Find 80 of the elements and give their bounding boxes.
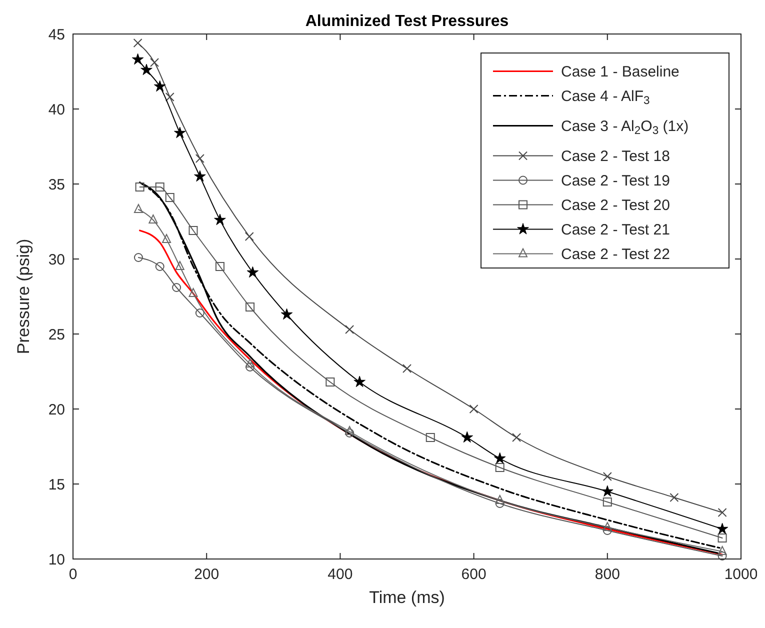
y-tick-label: 10 [48,551,65,568]
point [601,485,614,497]
point [280,308,293,320]
y-tick-label: 30 [48,251,65,268]
point [495,463,504,472]
point [246,358,255,368]
point [461,431,474,443]
point [154,80,166,92]
point [494,452,506,464]
point [718,508,727,517]
point [670,493,679,502]
point [246,302,255,312]
point [718,534,727,542]
point [175,261,184,270]
x-tick-label: 1000 [724,566,758,583]
point [246,362,255,372]
point [512,433,522,442]
x-tick-label: 800 [594,566,620,583]
point [188,288,198,297]
point [140,64,152,76]
point [155,182,164,192]
point [246,266,259,278]
point [345,428,354,438]
point [165,193,174,202]
point [195,154,204,163]
y-axis-title: Pressure (psig) [14,238,33,354]
point [426,433,435,442]
point [195,308,204,318]
point [718,546,727,555]
x-tick-label: 600 [461,566,486,583]
point [244,232,254,241]
point [602,522,612,531]
legend-label: Case 2 - Test 19 [561,172,670,190]
point [135,182,144,192]
point [155,262,164,271]
legend-label: Case 2 - Test 20 [561,197,670,214]
point [345,325,354,334]
y-tick-label: 40 [48,101,65,118]
legend-label: Case 1 - Baseline [561,64,680,80]
point [602,526,612,535]
x-tick-label: 0 [68,566,78,583]
point [326,378,335,386]
y-tick-label: 15 [48,476,65,494]
point [214,214,226,226]
y-tick-label: 25 [48,326,65,344]
point [402,364,412,373]
legend-label: Case 4 - AlF$_{3}$ [561,88,650,108]
chart-title: Aluminized Test Pressures [305,13,509,30]
point [716,522,728,534]
x-tick-label: 200 [194,566,220,583]
point [132,53,144,65]
point [602,472,612,481]
point [469,404,478,414]
legend-label: Case 2 - Test 21 [561,222,670,238]
point [345,426,354,435]
x-tick-label: 400 [328,566,353,583]
point [172,283,182,292]
point [602,498,612,506]
y-tick-label: 45 [48,26,65,44]
point [162,234,172,243]
x-axis-title: Time (ms) [369,588,445,607]
point [133,38,142,48]
point [150,58,159,67]
point [718,552,727,560]
point [495,499,504,508]
point [134,253,143,262]
point [174,126,186,138]
point [188,226,198,235]
legend-label: Case 2 - Test 18 [561,148,670,165]
point [165,92,174,102]
point [148,214,158,224]
point [495,495,504,504]
point [215,262,224,271]
y-tick-label: 20 [48,401,65,418]
legend-label: Case 3 - Al$_{2}$O$_{3}$ (1x) [561,118,689,138]
y-tick-label: 35 [48,176,65,194]
legend-label: Case 2 - Test 22 [561,246,670,263]
point [354,376,366,388]
point [194,170,206,182]
point [134,204,143,213]
